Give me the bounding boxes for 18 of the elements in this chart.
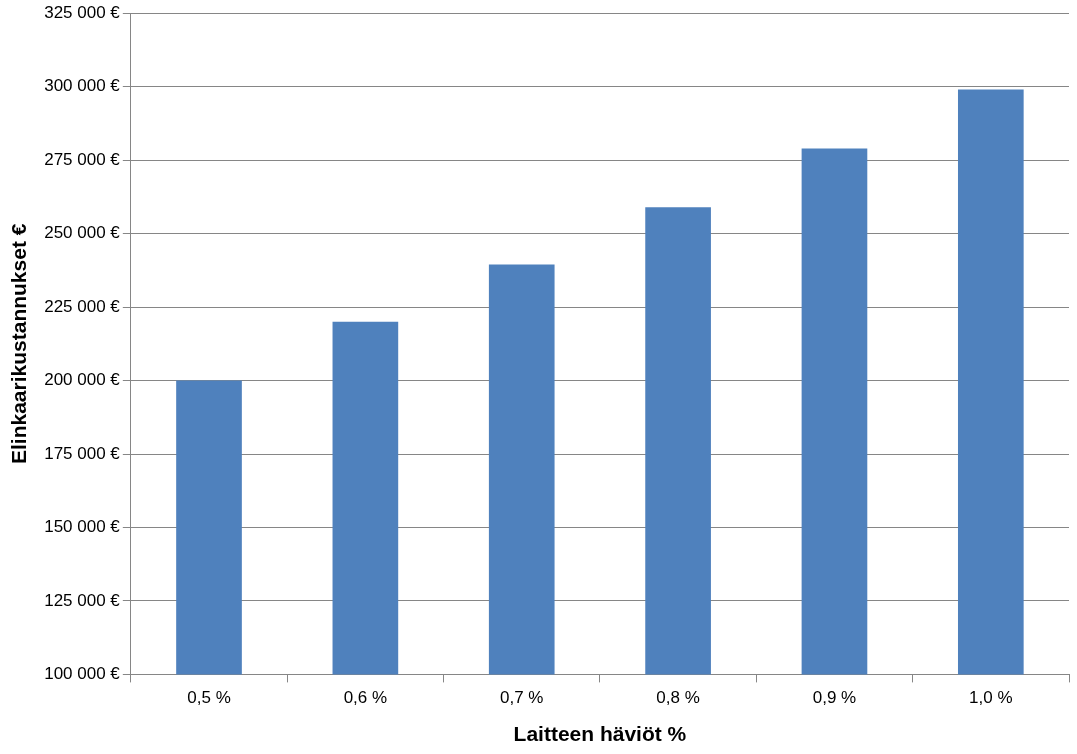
x-tick-label: 0,9 % <box>812 688 857 708</box>
y-tick-label: 125 000 € <box>44 590 121 610</box>
y-tick-label: 325 000 € <box>44 2 121 22</box>
x-tick-label: 0,8 % <box>656 688 700 708</box>
y-tick-label: 200 000 € <box>44 370 121 390</box>
y-tick-label: 175 000 € <box>44 443 121 463</box>
x-tick-label: 0,6 % <box>343 688 388 708</box>
y-tick-label: 225 000 € <box>44 296 121 316</box>
y-tick-label: 150 000 € <box>44 517 121 537</box>
y-tick-label: 275 000 € <box>44 149 121 169</box>
x-tick-label: 0,5 % <box>187 688 231 708</box>
y-axis-title: Elinkaarikustannukset € <box>7 223 31 465</box>
x-axis-title: Laitteen häviöt % <box>513 722 687 746</box>
x-tick-label: 1,0 % <box>969 688 1013 708</box>
y-tick-label: 250 000 € <box>44 223 121 243</box>
y-tick-label: 300 000 € <box>44 76 121 96</box>
y-tick-label: 100 000 € <box>44 664 121 684</box>
x-tick-label: 0,7 % <box>499 688 544 708</box>
